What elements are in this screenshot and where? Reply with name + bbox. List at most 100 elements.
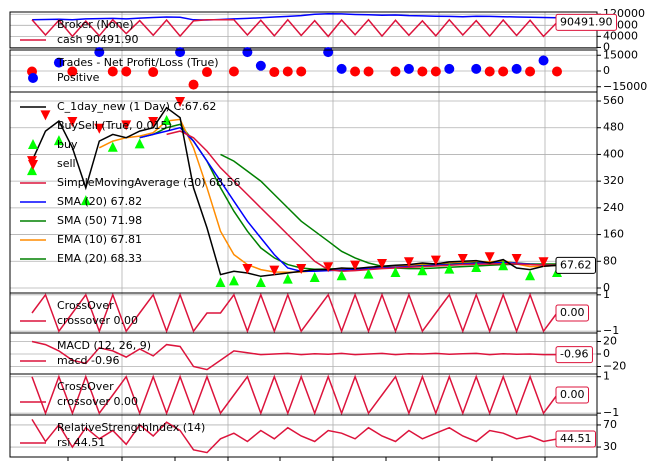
legend-label: rsi 44.51 — [57, 436, 105, 449]
value-label: -0.96 — [560, 348, 588, 361]
sell-marker — [430, 255, 441, 266]
series-line — [31, 419, 558, 454]
legend-label: crossover 0.00 — [57, 314, 138, 327]
y-tick-label: −1 — [603, 406, 619, 419]
series-line — [31, 12, 558, 21]
legend-title: BuySell (True, 0.015) — [57, 119, 172, 132]
series-line — [166, 130, 558, 273]
value-label-box — [555, 13, 617, 31]
value-label: 0.00 — [560, 306, 585, 319]
series-line — [31, 374, 558, 416]
sell-marker — [40, 110, 51, 121]
y-tick-label: 20 — [603, 335, 617, 348]
legend-label: crossover 0.00 — [57, 395, 138, 408]
y-tick-label: −1 — [603, 324, 619, 337]
buy-marker — [80, 195, 91, 206]
buy-marker — [498, 260, 509, 271]
y-tick-label: 480 — [603, 121, 624, 134]
trade-dot — [471, 63, 482, 74]
buy-marker — [215, 276, 226, 287]
y-tick-label: 560 — [603, 94, 624, 107]
y-tick-label: 400 — [603, 147, 624, 160]
trade-dot — [403, 63, 414, 74]
legend-title: MACD (12, 26, 9) — [57, 339, 151, 352]
buy-marker — [282, 273, 293, 284]
trade-dot — [525, 66, 536, 77]
buy-marker — [107, 141, 118, 152]
value-label: 0.00 — [560, 388, 585, 401]
trade-dot — [242, 47, 253, 58]
trade-dot — [390, 66, 401, 77]
trade-dot — [484, 66, 495, 77]
legend-label: SimpleMovingAverage (30) 68.56 — [57, 176, 241, 189]
y-tick-label: 240 — [603, 201, 624, 214]
value-label: 44.51 — [560, 432, 592, 445]
sell-marker — [538, 257, 549, 268]
trade-dot — [552, 66, 562, 77]
legend-title: Broker (None) — [57, 18, 134, 31]
legend-swatch — [28, 73, 38, 83]
sell-marker — [323, 262, 334, 273]
y-tick-label: −20 — [603, 360, 626, 373]
sell-marker — [67, 117, 78, 128]
y-tick-label: −15000 — [603, 80, 647, 93]
y-tick-label: 0 — [603, 64, 610, 77]
buy-marker — [417, 265, 428, 276]
buy-marker — [161, 115, 172, 126]
sell-marker — [484, 252, 495, 263]
trade-dot — [148, 67, 159, 78]
buy-marker — [309, 271, 320, 282]
legend-label: EMA (20) 68.33 — [57, 252, 142, 265]
series-line — [31, 340, 557, 371]
panel-frame — [9, 414, 598, 458]
trade-dot — [121, 66, 132, 77]
legend-swatch — [28, 160, 38, 170]
sell-marker — [175, 97, 186, 108]
legend-swatch — [28, 139, 38, 149]
panel: 30 70 RelativeStrengthIndex (14) rsi 44.51 4… — [9, 414, 617, 458]
legend-label: buy — [57, 138, 78, 151]
sell-marker — [511, 253, 522, 264]
y-tick-label: 160 — [603, 228, 624, 241]
series-line — [31, 292, 558, 334]
panel: −15000 0 15000 Trades - Net Profit/Loss (Tr… — [9, 47, 647, 93]
trade-dot — [498, 66, 509, 77]
legend-title: Trades - Net Profit/Loss (True) — [56, 56, 219, 69]
panel: −1 1 CrossOver crossover 0.00 0.00 — [9, 288, 619, 337]
trade-dot — [53, 57, 64, 68]
buy-marker — [53, 135, 64, 146]
legend-label: SMA (50) 71.98 — [57, 214, 142, 227]
sell-marker — [94, 123, 105, 134]
sell-marker — [457, 253, 468, 264]
trade-dot — [444, 63, 455, 74]
trade-dot — [228, 66, 239, 77]
trade-dot — [269, 67, 280, 78]
buy-marker — [471, 261, 482, 272]
y-tick-label: 1 — [603, 370, 610, 383]
trade-dot — [417, 66, 428, 77]
series-line — [98, 118, 558, 274]
y-tick-label: 30 — [603, 440, 617, 453]
buy-marker — [525, 270, 536, 281]
y-tick-label: 0 — [603, 40, 610, 53]
y-tick-label: 320 — [603, 174, 624, 187]
y-tick-label: 0 — [603, 281, 610, 294]
legend-label: cash 90491.90 — [57, 33, 138, 46]
trade-dot — [363, 66, 374, 77]
series-line — [139, 126, 558, 273]
sell-marker — [296, 263, 307, 274]
value-label-box — [555, 386, 589, 404]
buy-marker — [363, 268, 374, 279]
panel: −1 1 CrossOver crossover 0.00 0.00 — [9, 370, 619, 419]
legend-label: EMA (10) 67.81 — [57, 233, 142, 246]
legend-title: CrossOver — [57, 380, 114, 393]
sell-marker — [403, 257, 414, 268]
value-label-box — [555, 304, 589, 322]
sell-marker — [350, 260, 361, 271]
trade-dot — [188, 79, 199, 90]
legend-label: C_1day_new (1 Day) C:67.62 — [57, 100, 216, 113]
buy-marker — [228, 275, 239, 286]
sell-marker — [148, 117, 159, 128]
y-tick-label: 15000 — [603, 48, 638, 61]
